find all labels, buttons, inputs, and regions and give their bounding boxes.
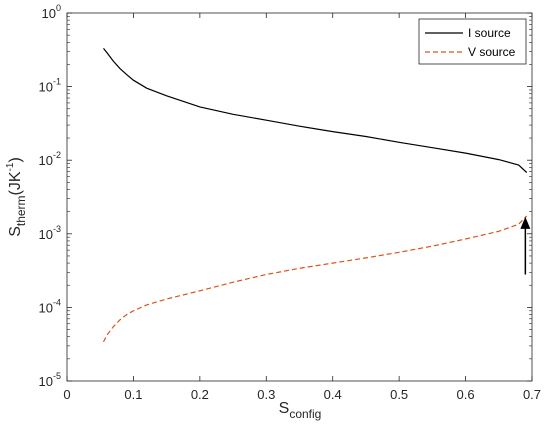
x-tick-label: 0.7 — [523, 387, 541, 402]
legend-label-v-source: V source — [468, 45, 516, 59]
y-tick-label: 10-3 — [39, 224, 61, 242]
x-tick-label: 0.2 — [191, 387, 209, 402]
plot-area — [66, 12, 533, 382]
legend-box — [418, 18, 527, 65]
x-axis: 0 0.1 0.2 0.3 0.4 0.5 0.6 0.7 — [63, 13, 541, 402]
x-tick-label: 0.4 — [324, 387, 342, 402]
x-tick-label: 0.5 — [390, 387, 408, 402]
arrow-head — [520, 216, 531, 229]
y-tick-label: 10-5 — [39, 371, 61, 389]
y-axis: 10-5 10-4 10-3 10-2 10-1 100 — [39, 3, 532, 389]
series-line-v-source — [102, 215, 528, 343]
legend-label-i-source: I source — [468, 26, 511, 40]
y-axis-title: Stherm(JK-1) — [5, 157, 28, 237]
y-tick-label: 10-1 — [39, 77, 61, 95]
x-axis-title: Sconfig — [279, 400, 322, 421]
x-tick-label: 0.6 — [457, 387, 475, 402]
y-tick-label: 100 — [42, 3, 61, 21]
x-tick-label: 0.3 — [257, 387, 275, 402]
series-line-i-source — [103, 48, 528, 173]
legend: I source V source — [418, 18, 527, 65]
y-tick-label: 10-4 — [39, 297, 61, 315]
series-layer — [102, 48, 528, 343]
annotation-layer — [520, 216, 531, 275]
x-tick-label: 0 — [63, 387, 70, 402]
x-tick-label: 0.1 — [124, 387, 142, 402]
y-tick-label: 10-2 — [39, 150, 61, 168]
